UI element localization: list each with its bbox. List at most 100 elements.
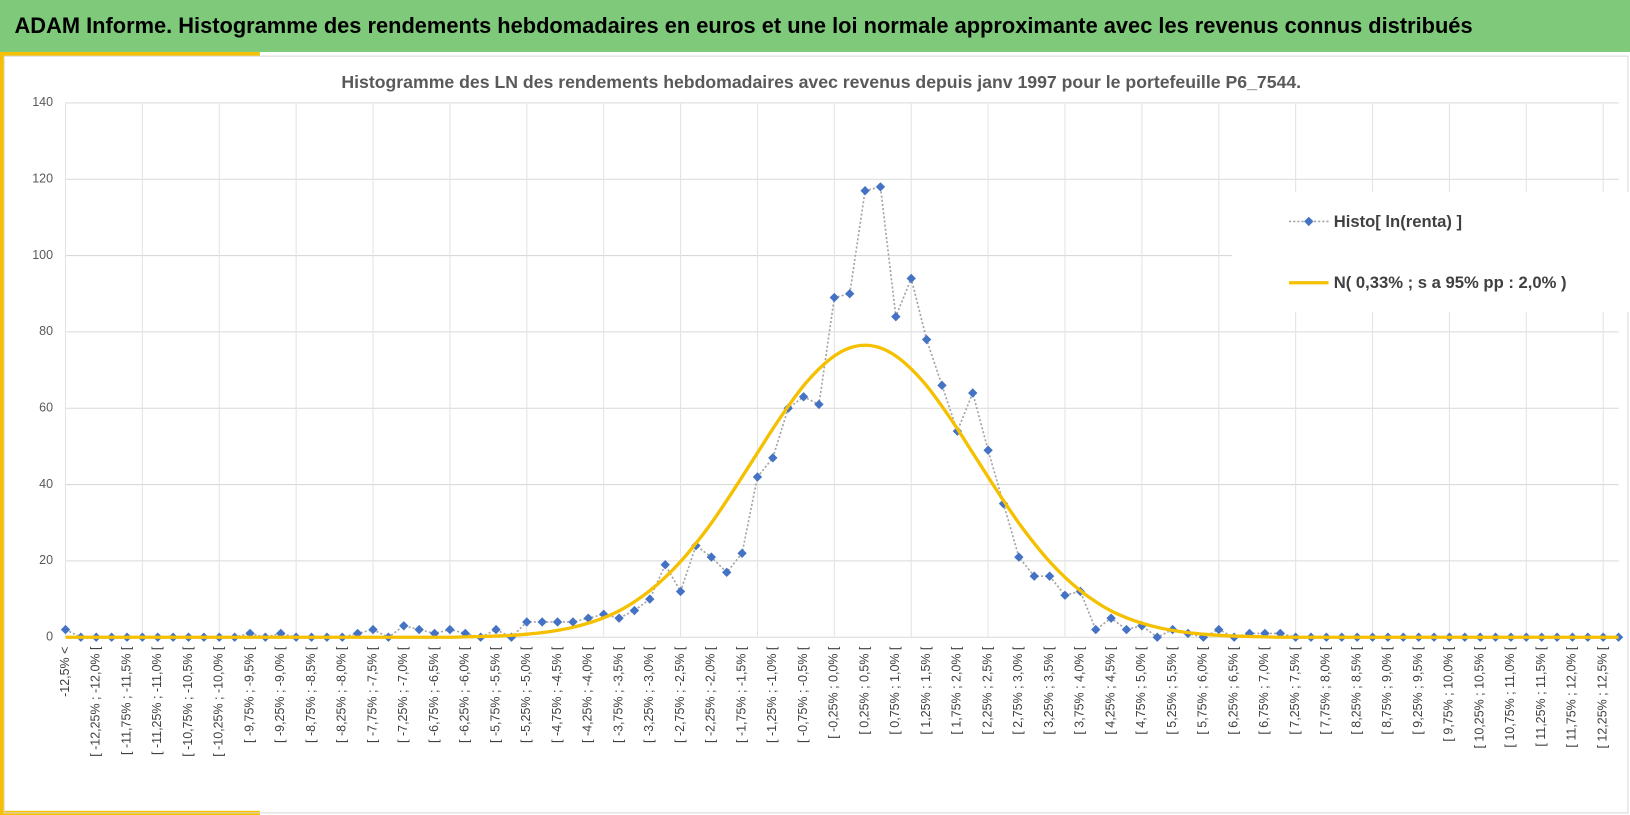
x-tick-label: [ 4,75% ; 5,0% [ xyxy=(1134,646,1148,735)
x-tick-label: [ 8,25% ; 8,5% [ xyxy=(1349,646,1363,735)
x-tick-label: [ 7,25% ; 7,5% [ xyxy=(1288,646,1302,735)
x-tick-label: [ -4,25% ; -4,0% [ xyxy=(581,646,595,743)
x-tick-label: [ -9,25% ; -9,0% [ xyxy=(273,646,287,743)
series-line xyxy=(65,343,1619,639)
x-tick-label: [ 1,25% ; 1,5% [ xyxy=(919,646,933,735)
data-point xyxy=(968,388,978,398)
x-tick-label: [ -1,75% ; -1,5% [ xyxy=(734,646,748,743)
accent xyxy=(0,51,260,57)
data-point xyxy=(414,624,424,635)
data-point xyxy=(1152,632,1162,642)
x-tick-label: [ -12,25% ; -12,0% [ xyxy=(89,646,103,757)
y-tick-label: 140 xyxy=(32,95,53,109)
y-tick-label: 20 xyxy=(39,553,53,567)
accent xyxy=(0,51,5,815)
chart-title: Histogramme des LN des rendements hebdom… xyxy=(341,72,1301,92)
x-tick-label: [ -0,25% ; 0,0% [ xyxy=(827,646,841,739)
header-bar xyxy=(0,0,1630,52)
x-tick-label: [ 3,75% ; 4,0% [ xyxy=(1073,646,1087,735)
x-tick-label: [ 9,25% ; 9,5% [ xyxy=(1411,646,1425,735)
x-tick-label: [ 10,75% ; 11,0% [ xyxy=(1503,646,1517,748)
x-tick-label: [ -11,75% ; -11,5% [ xyxy=(119,646,133,755)
x-tick-label: [ 1,75% ; 2,0% [ xyxy=(950,646,964,735)
x-tick-label: [ 11,75% ; 12,0% [ xyxy=(1565,646,1579,748)
x-tick-label: [ -6,75% ; -6,5% [ xyxy=(427,646,441,743)
x-tick-label: [ -1,25% ; -1,0% [ xyxy=(765,646,779,743)
y-tick-label: 0 xyxy=(46,630,53,644)
y-tick-label: 120 xyxy=(32,172,53,186)
data-point xyxy=(1091,624,1101,635)
data-point xyxy=(1214,624,1224,635)
data-point xyxy=(1029,571,1039,581)
x-tick-label: [ 10,25% ; 10,5% [ xyxy=(1472,646,1486,748)
x-tick-label: [ -5,25% ; -5,0% [ xyxy=(519,646,533,743)
data-point xyxy=(675,586,686,597)
data-point xyxy=(921,334,932,345)
x-tick-label: [ 0,25% ; 0,5% [ xyxy=(857,646,871,735)
data-point xyxy=(814,399,824,410)
legend: Histo[ ln(renta) ] N( 0,33% ; s a 95% pp … xyxy=(1231,192,1630,312)
data-point xyxy=(60,624,71,635)
x-tick-label: [ -6,25% ; -6,0% [ xyxy=(458,646,472,743)
x-tick-label: [ 6,75% ; 7,0% [ xyxy=(1257,646,1271,735)
y-tick-label: 40 xyxy=(39,477,53,491)
x-tick-label: [ -5,75% ; -5,5% [ xyxy=(488,646,502,743)
data-point xyxy=(660,560,670,570)
x-tick-label: [ -7,75% ; -7,5% [ xyxy=(365,646,379,743)
data-point xyxy=(552,617,563,627)
data-point xyxy=(768,453,778,463)
data-point xyxy=(829,292,840,303)
x-tick-label: [ -9,75% ; -9,5% [ xyxy=(242,646,256,743)
x-tick-label: [ 12,25% ; 12,5% [ xyxy=(1595,646,1609,748)
y-tick-label: 100 xyxy=(32,248,53,262)
data-point xyxy=(614,613,624,623)
data-point xyxy=(645,594,655,604)
x-tick-label: [ 0,75% ; 1,0% [ xyxy=(888,646,902,735)
data-point xyxy=(722,567,732,578)
data-point xyxy=(583,613,593,623)
data-point xyxy=(752,472,763,482)
data-point xyxy=(1121,624,1132,635)
x-tick-label: [ -3,25% ; -3,0% [ xyxy=(642,646,656,743)
y-tick-label: 60 xyxy=(39,401,53,415)
data-point xyxy=(537,617,547,627)
data-point xyxy=(568,617,578,627)
labels: 0 20 40 60 80 100 120 140 -12,5% < [ -12,25% ; -1… xyxy=(32,95,1609,757)
x-tick-label: [ 7,75% ; 8,0% [ xyxy=(1319,646,1333,735)
y-tick-label: 80 xyxy=(39,324,53,338)
x-tick-label: [ 6,25% ; 6,5% [ xyxy=(1226,646,1240,735)
x-tick-label: [ -3,75% ; -3,5% [ xyxy=(611,646,625,743)
x-tick-label: [ 9,75% ; 10,0% [ xyxy=(1442,646,1456,741)
x-tick-label: [ -2,25% ; -2,0% [ xyxy=(704,646,718,743)
x-tick-label: [ 3,25% ; 3,5% [ xyxy=(1042,646,1056,735)
x-tick-label: [ 8,75% ; 9,0% [ xyxy=(1380,646,1394,735)
x-tick-label: [ -8,25% ; -8,0% [ xyxy=(335,646,349,743)
data-point xyxy=(522,617,532,627)
x-tick-label: [ 4,25% ; 4,5% [ xyxy=(1103,646,1117,735)
header-title: ADAM Informe. Histogramme des rendements… xyxy=(15,13,1473,38)
x-tick-label: [ -2,75% ; -2,5% [ xyxy=(673,646,687,743)
x-tick-label: [ -7,25% ; -7,0% [ xyxy=(396,646,410,743)
x-tick-label: [ 11,25% ; 11,5% [ xyxy=(1534,646,1548,747)
x-tick-label: [ 5,25% ; 5,5% [ xyxy=(1165,646,1179,735)
data-point xyxy=(798,392,809,402)
legend-label: N( 0,33% ; s a 95% pp : 2,0% ) xyxy=(1334,273,1567,292)
x-tick-label: [ -10,75% ; -10,5% [ xyxy=(181,646,195,757)
x-tick-label: [ -10,25% ; -10,0% [ xyxy=(212,646,226,757)
data-point xyxy=(906,273,916,284)
data-point xyxy=(629,605,640,616)
data-point xyxy=(1060,590,1070,600)
data-point xyxy=(937,380,947,391)
x-tick-label: [ -4,75% ; -4,5% [ xyxy=(550,646,564,743)
x-tick-label: -12,5% < xyxy=(58,647,72,697)
data-point xyxy=(875,182,886,192)
x-tick-label: [ -0,75% ; -0,5% [ xyxy=(796,646,810,743)
x-tick-label: [ 2,25% ; 2,5% [ xyxy=(980,646,994,735)
data-point xyxy=(368,624,378,635)
x-tick-label: [ 5,75% ; 6,0% [ xyxy=(1196,646,1210,735)
x-tick-label: [ -11,25% ; -11,0% [ xyxy=(150,646,164,755)
data-point xyxy=(1106,613,1116,623)
x-tick-label: [ 2,75% ; 3,0% [ xyxy=(1011,646,1025,735)
